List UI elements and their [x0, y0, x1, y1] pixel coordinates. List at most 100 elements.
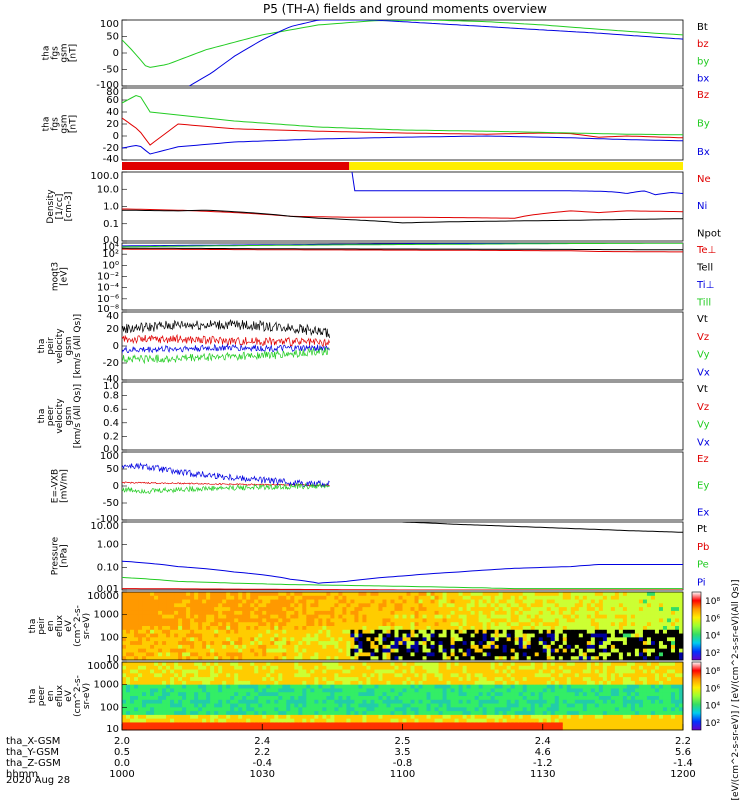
spectrogram-cell: [654, 618, 660, 623]
spectrogram-cell: [482, 629, 488, 635]
spectrogram-cell: [626, 641, 632, 646]
spectrogram-cell: [626, 637, 632, 642]
spectrogram-cell: [418, 680, 424, 686]
spectrogram-cell: [370, 718, 375, 723]
spectrogram-cell: [430, 692, 436, 697]
spectrogram-cell: [602, 648, 608, 653]
spectrogram-cell: [626, 610, 632, 616]
spectrogram-cell: [270, 637, 275, 642]
spectrogram-cell: [530, 677, 536, 682]
spectrogram-cell: [462, 637, 468, 642]
spectrogram-cell: [322, 669, 327, 674]
spectrogram-cell: [294, 637, 299, 642]
spectrogram-cell: [378, 629, 383, 635]
spectrogram-cell: [126, 592, 131, 597]
spectrogram-cell: [330, 595, 335, 601]
spectrogram-cell: [174, 699, 179, 705]
spectrogram-cell: [542, 684, 548, 689]
spectrogram-cell: [462, 633, 468, 638]
spectrogram-cell: [566, 722, 572, 727]
spectrogram-cell: [198, 637, 203, 642]
spectrogram-cell: [274, 688, 279, 693]
spectrogram-cell: [514, 662, 520, 667]
spectrogram-cell: [338, 629, 343, 635]
spectrogram-cell: [186, 656, 191, 661]
spectrogram-cell: [650, 595, 656, 601]
spectrogram-cell: [230, 677, 235, 682]
y-tick-label: 10000: [87, 591, 119, 602]
spectrogram-cell: [230, 684, 235, 689]
spectrogram-cell: [370, 703, 375, 708]
spectrogram-cell: [318, 622, 323, 627]
spectrogram-cell: [442, 641, 448, 646]
spectrogram-cell: [242, 703, 247, 708]
spectrogram-cell: [594, 607, 600, 612]
spectrogram-cell: [550, 684, 556, 689]
spectrogram-cell: [598, 656, 604, 661]
spectrogram-cell: [658, 614, 664, 619]
spectrogram-cell: [622, 677, 628, 682]
spectrogram-cell: [530, 714, 536, 720]
spectrogram-cell: [462, 656, 468, 661]
spectrogram-cell: [618, 629, 624, 635]
spectrogram-cell: [230, 599, 235, 604]
spectrogram-cell: [354, 592, 359, 597]
y-tick-label: 0: [113, 131, 119, 142]
spectrogram-cell: [174, 714, 179, 720]
spectrogram-cell: [266, 622, 271, 627]
spectrogram-cell: [314, 637, 319, 642]
spectrogram-cell: [258, 641, 263, 646]
panel-frame: [121, 242, 684, 311]
spectrogram-cell: [298, 707, 303, 712]
spectrogram-cell: [138, 665, 143, 671]
spectrogram-cell: [554, 696, 560, 701]
spectrogram-cell: [622, 648, 628, 653]
spectrogram-cell: [510, 633, 516, 638]
spectrogram-cell: [490, 703, 496, 708]
spectrogram-cell: [338, 718, 343, 723]
spectrogram-cell: [562, 699, 568, 705]
spectrogram-cell: [398, 722, 403, 727]
spectrogram-cell: [670, 610, 676, 616]
spectrogram-cell: [434, 603, 440, 608]
spectrogram-cell: [242, 652, 247, 657]
spectrogram-cell: [170, 626, 175, 631]
spectrogram-cell: [330, 688, 335, 693]
spectrogram-cell: [210, 703, 215, 708]
spectrogram-cell: [618, 726, 624, 731]
spectrogram-cell: [334, 633, 339, 638]
spectrogram-cell: [622, 669, 628, 674]
spectrogram-cell: [406, 696, 412, 701]
spectrogram-cell: [174, 696, 179, 701]
spectrogram-cell: [330, 703, 335, 708]
spectrogram-cell: [422, 610, 428, 616]
spectrogram-cell: [514, 637, 520, 642]
spectrogram-cell: [242, 614, 247, 619]
spectrogram-cell: [402, 680, 408, 686]
spectrogram-cell: [238, 703, 243, 708]
spectrogram-cell: [254, 665, 259, 671]
spectrogram-cell: [602, 637, 608, 642]
spectrogram-cell: [522, 603, 528, 608]
spectrogram-cell: [558, 684, 564, 689]
spectrogram-cell: [438, 644, 444, 650]
spectrogram-cell: [402, 595, 408, 601]
spectrogram-cell: [670, 595, 676, 601]
spectrogram-cell: [538, 610, 544, 616]
spectrogram-cell: [358, 626, 363, 631]
spectrogram-cell: [466, 656, 472, 661]
spectrogram-cell: [486, 610, 492, 616]
spectrogram-cell: [286, 622, 291, 627]
spectrogram-cell: [442, 669, 448, 674]
spectrogram-cell: [598, 629, 604, 635]
spectrogram-cell: [342, 707, 347, 712]
spectrogram-cell: [422, 648, 428, 653]
spectrogram-cell: [550, 726, 556, 731]
spectrogram-cell: [462, 696, 468, 701]
spectrogram-cell: [334, 618, 339, 623]
spectrogram-cell: [202, 684, 207, 689]
spectrogram-cell: [294, 599, 299, 604]
spectrogram-cell: [354, 707, 359, 712]
spectrogram-cell: [370, 648, 375, 653]
